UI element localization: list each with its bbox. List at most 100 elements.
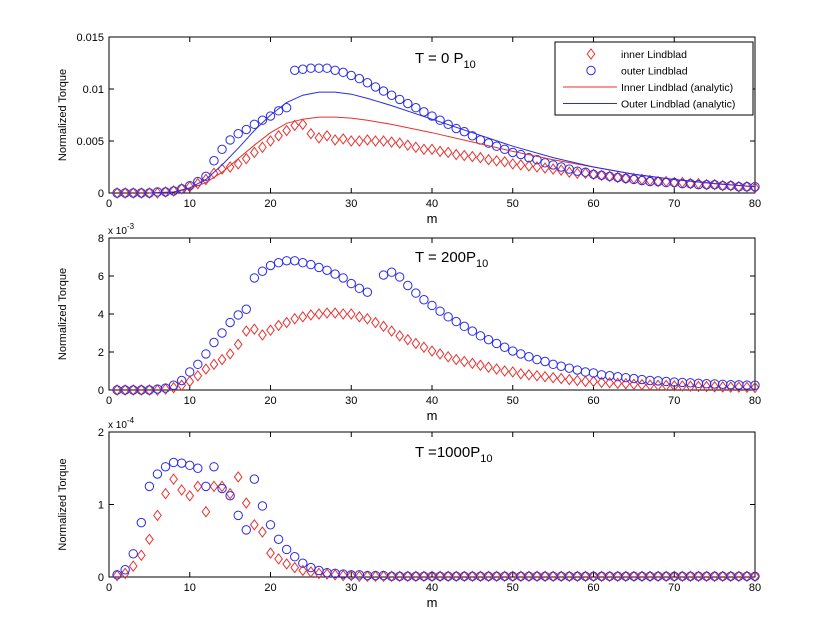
data-point xyxy=(427,345,437,357)
data-point xyxy=(209,462,219,472)
data-point xyxy=(274,129,283,142)
x-axis-label: m xyxy=(427,211,438,226)
data-point xyxy=(589,570,598,583)
data-point xyxy=(669,176,679,189)
series-circle xyxy=(112,457,760,581)
data-point xyxy=(726,381,736,393)
data-point xyxy=(750,380,760,390)
x-tick-label: 10 xyxy=(184,198,196,210)
data-point xyxy=(532,161,542,173)
x-tick-label: 70 xyxy=(668,395,680,407)
data-point xyxy=(459,570,469,583)
data-point xyxy=(419,341,429,354)
x-tick-label: 20 xyxy=(264,582,276,594)
data-point xyxy=(217,480,227,493)
data-point xyxy=(290,552,300,562)
data-point xyxy=(233,338,243,351)
data-point xyxy=(274,553,283,565)
data-point xyxy=(225,135,235,145)
data-point xyxy=(476,151,485,164)
data-point xyxy=(637,571,647,581)
data-point xyxy=(508,158,518,170)
data-point xyxy=(742,570,752,583)
x-tick-label: 50 xyxy=(507,395,519,407)
data-point xyxy=(734,571,744,581)
data-point xyxy=(677,571,688,581)
data-point xyxy=(281,256,292,266)
data-point xyxy=(467,131,478,141)
data-point xyxy=(411,288,421,298)
data-point xyxy=(371,135,380,147)
y-tick-label: 0.01 xyxy=(83,84,104,96)
data-point xyxy=(686,380,695,393)
data-point xyxy=(604,571,615,581)
data-point xyxy=(136,517,147,528)
data-point xyxy=(548,571,558,581)
x-tick-label: 50 xyxy=(507,198,519,210)
data-point xyxy=(306,566,316,578)
data-point xyxy=(258,329,267,341)
data-point xyxy=(702,570,711,583)
data-point xyxy=(492,570,501,583)
data-point xyxy=(379,570,388,583)
data-point xyxy=(306,309,316,321)
x-tick-label: 40 xyxy=(426,395,438,407)
data-point xyxy=(298,558,308,568)
data-point xyxy=(273,534,284,544)
data-point xyxy=(201,349,211,359)
data-point xyxy=(346,135,356,147)
data-point xyxy=(686,570,695,583)
x-tick-label: 40 xyxy=(426,198,438,210)
x-tick-label: 0 xyxy=(106,582,112,594)
data-point xyxy=(370,82,381,92)
data-point xyxy=(451,148,461,161)
data-point xyxy=(249,518,259,531)
data-point xyxy=(217,353,227,366)
data-point xyxy=(387,570,396,583)
data-point xyxy=(572,365,583,375)
x-tick-label: 80 xyxy=(749,582,761,594)
data-point xyxy=(516,349,526,359)
data-point xyxy=(476,359,485,372)
chart-panel-2: 0 10 20 30 40 50 60 70 80 0 2 4 6 8 x 10-3 m Normalized … xyxy=(57,222,761,423)
data-point xyxy=(540,370,550,383)
y-axis-label: Normalized Torque xyxy=(57,69,69,161)
data-point xyxy=(710,570,719,583)
data-point xyxy=(209,337,219,348)
data-point xyxy=(572,374,582,387)
data-point xyxy=(120,384,130,396)
data-point xyxy=(532,571,542,581)
data-point xyxy=(629,570,639,583)
legend-marker xyxy=(586,48,596,60)
data-point xyxy=(362,78,373,88)
data-point xyxy=(354,311,364,323)
data-point xyxy=(136,187,146,199)
data-point xyxy=(249,146,259,159)
data-point xyxy=(378,270,389,280)
data-point xyxy=(386,267,397,277)
data-point xyxy=(742,571,752,581)
data-point xyxy=(185,489,195,502)
data-point xyxy=(258,526,267,538)
data-point xyxy=(653,570,663,583)
data-point xyxy=(516,570,526,583)
data-point xyxy=(499,571,510,581)
data-point xyxy=(645,570,655,583)
data-point xyxy=(233,310,243,320)
data-point xyxy=(701,179,712,190)
data-point xyxy=(548,359,558,370)
data-point xyxy=(168,380,179,390)
data-point xyxy=(241,124,251,135)
data-point xyxy=(306,127,316,140)
data-point xyxy=(306,63,316,73)
data-point xyxy=(613,172,623,183)
y-tick-label: 1 xyxy=(98,500,104,512)
data-point xyxy=(572,570,582,583)
data-point xyxy=(193,463,203,473)
data-point xyxy=(581,570,590,583)
data-point xyxy=(395,94,405,105)
x-tick-label: 70 xyxy=(668,198,680,210)
data-point xyxy=(209,156,219,166)
data-point xyxy=(395,570,405,583)
panel-title: T = 200P10 xyxy=(415,249,488,270)
